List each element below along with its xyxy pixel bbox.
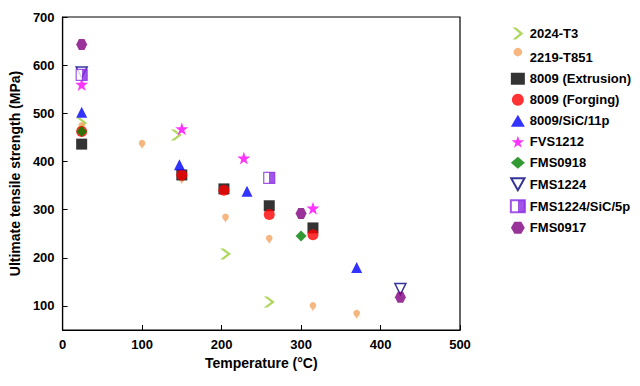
svg-text:200: 200 xyxy=(33,250,55,265)
svg-text:100: 100 xyxy=(131,337,153,352)
svg-text:FVS1212: FVS1212 xyxy=(530,134,584,149)
svg-text:FMS0918: FMS0918 xyxy=(530,155,586,170)
svg-text:600: 600 xyxy=(33,58,55,73)
svg-text:2024-T3: 2024-T3 xyxy=(530,26,578,41)
svg-text:FMS0917: FMS0917 xyxy=(530,220,586,235)
svg-text:FMS1224: FMS1224 xyxy=(530,177,587,192)
svg-text:700: 700 xyxy=(33,10,55,25)
svg-text:8009 (Extrusion): 8009 (Extrusion) xyxy=(530,71,631,86)
svg-text:Ultimate tensile strength (MPa: Ultimate tensile strength (MPa) xyxy=(7,71,23,276)
svg-text:100: 100 xyxy=(33,298,55,313)
svg-text:8009/SiC/11p: 8009/SiC/11p xyxy=(530,113,610,128)
svg-text:300: 300 xyxy=(33,202,55,217)
svg-text:Temperature (°C): Temperature (°C) xyxy=(205,355,318,371)
svg-text:0: 0 xyxy=(59,337,66,352)
svg-text:500: 500 xyxy=(449,337,471,352)
svg-text:500: 500 xyxy=(33,106,55,121)
svg-text:400: 400 xyxy=(33,154,55,169)
svg-text:300: 300 xyxy=(290,337,312,352)
svg-text:FMS1224/SiC/5p: FMS1224/SiC/5p xyxy=(530,199,630,214)
svg-text:8009 (Forging): 8009 (Forging) xyxy=(530,92,620,107)
svg-text:200: 200 xyxy=(211,337,233,352)
svg-text:2219-T851: 2219-T851 xyxy=(530,50,593,65)
svg-text:400: 400 xyxy=(370,337,392,352)
